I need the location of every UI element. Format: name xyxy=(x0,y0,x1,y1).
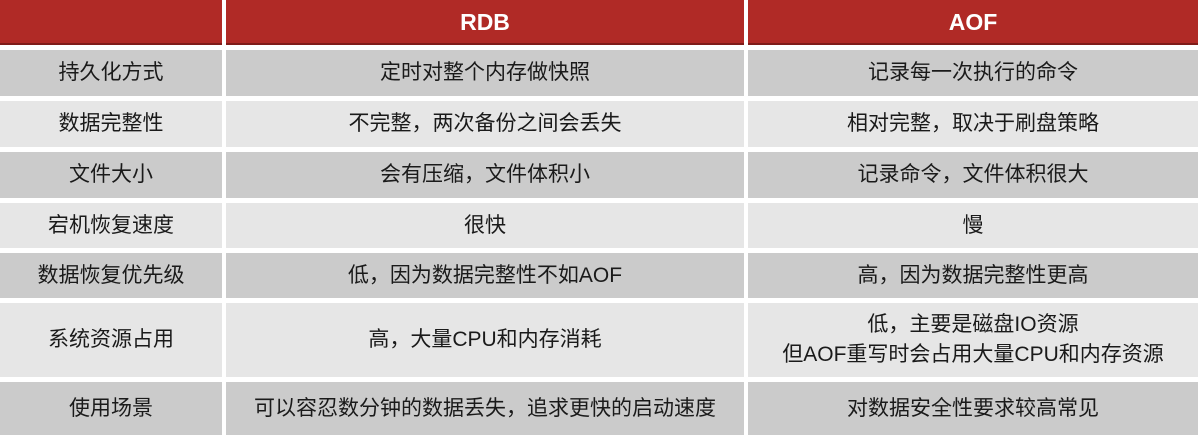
rdb-value-use-case: 可以容忍数分钟的数据丢失，追求更快的启动速度 xyxy=(226,382,744,435)
rdb-value-crash-recovery-speed: 很快 xyxy=(226,203,744,248)
aof-value-recovery-priority: 高，因为数据完整性更高 xyxy=(748,253,1198,298)
row-label-crash-recovery-speed: 宕机恢复速度 xyxy=(0,203,222,248)
rdb-column-header: RDB xyxy=(226,0,744,45)
aof-value-data-integrity: 相对完整，取决于刷盘策略 xyxy=(748,101,1198,147)
row-label-file-size: 文件大小 xyxy=(0,152,222,198)
rdb-value-system-resource-usage: 高，大量CPU和内存消耗 xyxy=(226,303,744,377)
row-label-use-case: 使用场景 xyxy=(0,382,222,435)
row-label-persistence-method: 持久化方式 xyxy=(0,50,222,96)
row-label-recovery-priority: 数据恢复优先级 xyxy=(0,253,222,298)
row-label-data-integrity: 数据完整性 xyxy=(0,101,222,147)
table-corner-header-cell xyxy=(0,0,222,45)
aof-value-persistence-method: 记录每一次执行的命令 xyxy=(748,50,1198,96)
rdb-value-data-integrity: 不完整，两次备份之间会丢失 xyxy=(226,101,744,147)
aof-value-use-case: 对数据安全性要求较高常见 xyxy=(748,382,1198,435)
row-label-system-resource-usage: 系统资源占用 xyxy=(0,303,222,377)
aof-column-header: AOF xyxy=(748,0,1198,45)
aof-value-system-resource-usage: 低，主要是磁盘IO资源 但AOF重写时会占用大量CPU和内存资源 xyxy=(748,303,1198,377)
aof-value-crash-recovery-speed: 慢 xyxy=(748,203,1198,248)
rdb-value-recovery-priority: 低，因为数据完整性不如AOF xyxy=(226,253,744,298)
aof-value-file-size: 记录命令，文件体积很大 xyxy=(748,152,1198,198)
rdb-value-persistence-method: 定时对整个内存做快照 xyxy=(226,50,744,96)
rdb-value-file-size: 会有压缩，文件体积小 xyxy=(226,152,744,198)
